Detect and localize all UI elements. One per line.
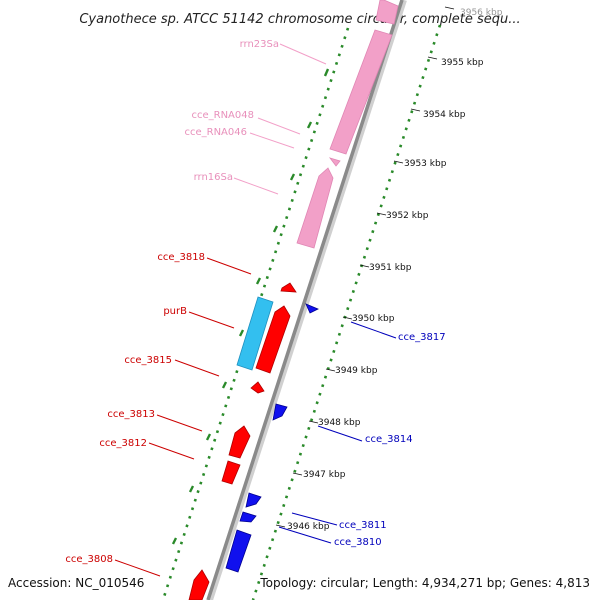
- outer-dotted-ring-left: [161, 27, 350, 600]
- map-title: Cyanothece sp. ATCC 51142 chromosome cir…: [79, 12, 520, 27]
- label-leader-cce-3818: [206, 257, 252, 275]
- accession-text: Accession: NC_010546: [8, 576, 144, 590]
- left-ring-tick: [238, 329, 245, 337]
- kbp-scale-labels: 3946 kbp 3947 kbp 3948 kbp 3949 kbp 3950…: [287, 8, 503, 532]
- rrna-feature-rrn16sa: [296, 167, 334, 249]
- gene-cce-3811: [245, 492, 262, 508]
- kbp-tick: [427, 56, 438, 60]
- left-gene-labels: rrn23Sa cce_RNA048 cce_RNA046 rrn16Sa cc…: [65, 39, 279, 565]
- kbp-label: 3951 kbp: [369, 263, 412, 273]
- gene-label-cce-3810: cce_3810: [334, 537, 382, 548]
- kbp-label: 3946 kbp: [287, 522, 330, 532]
- kbp-tick: [359, 264, 370, 268]
- label-leader-pur-b: [188, 311, 235, 329]
- gene-cce-3810: [239, 511, 257, 523]
- left-ring-tick: [272, 225, 279, 233]
- left-ring-tick: [306, 121, 313, 129]
- gene-label-pur-b: purB: [163, 306, 187, 317]
- kbp-label: 3953 kbp: [404, 159, 447, 169]
- label-leader-cce-3817: [350, 321, 397, 339]
- label-leader-cce-3815: [174, 359, 220, 377]
- gene-cce-3814: [272, 403, 288, 421]
- gene-label-cce-3812: cce_3812: [99, 438, 147, 449]
- kbp-label: 3948 kbp: [318, 418, 361, 428]
- gene-cce-3812: [221, 460, 241, 485]
- backbone-shadow: [207, 0, 407, 600]
- label-leader-cce-3811: [291, 512, 338, 526]
- label-leader-cce-rna046: [249, 132, 295, 149]
- label-leader-rrn16sa: [233, 177, 279, 195]
- kbp-tick: [444, 6, 455, 10]
- gene-label-cce-rna048: cce_RNA048: [191, 110, 254, 121]
- left-ring-tick: [221, 381, 228, 389]
- gene-label-cce-3813: cce_3813: [107, 409, 155, 420]
- gene-cce-3818: [280, 282, 297, 293]
- label-leader-cce-3814: [317, 425, 363, 442]
- gene-label-cce-rna046: cce_RNA046: [184, 127, 247, 138]
- left-ring-ticks: [171, 68, 330, 545]
- topology-text: Topology: circular; Length: 4,934,271 bp…: [259, 576, 590, 590]
- kbp-scale-ticks: [275, 6, 455, 528]
- left-ring-tick: [323, 68, 330, 77]
- gene-cce-3813: [228, 425, 251, 459]
- kbp-label: 3949 kbp: [335, 366, 378, 376]
- label-leader-cce-3810: [278, 526, 332, 544]
- kbp-tick: [342, 316, 353, 320]
- left-ring-tick: [171, 537, 178, 545]
- kbp-label: 3947 kbp: [303, 470, 346, 480]
- kbp-label: 3954 kbp: [423, 110, 466, 120]
- kbp-tick: [275, 524, 286, 528]
- gene-label-cce-3818: cce_3818: [157, 252, 205, 263]
- kbp-tick: [410, 108, 421, 112]
- label-leader-cce-rna048: [257, 117, 301, 135]
- kbp-label: 3956 kbp: [460, 8, 503, 18]
- left-ring-tick: [188, 485, 195, 493]
- gene-label-rrn23sa: rrn23Sa: [240, 39, 279, 50]
- rrna-features: [296, 0, 399, 249]
- forward-genes: [188, 282, 297, 600]
- gene-label-rrn16sa: rrn16Sa: [194, 172, 233, 183]
- chromosome-backbone: [206, 0, 404, 600]
- left-ring-tick: [289, 173, 296, 181]
- kbp-tick: [376, 212, 387, 216]
- label-leader-cce-3813: [156, 414, 203, 432]
- kbp-tick: [325, 368, 336, 372]
- left-ring-tick: [255, 277, 262, 285]
- gene-pur-b-highlight: [236, 296, 274, 371]
- reverse-genes: [225, 303, 319, 573]
- label-leader-cce-3812: [148, 442, 195, 460]
- gene-pur-b: [255, 305, 291, 374]
- gene-label-cce-3817: cce_3817: [398, 332, 446, 343]
- gene-cce-3809: [225, 529, 252, 573]
- rrna-feature-cce-rna048: [328, 157, 341, 167]
- kbp-label: 3955 kbp: [441, 58, 484, 68]
- gene-label-cce-3815: cce_3815: [124, 355, 172, 366]
- kbp-tick: [308, 420, 319, 424]
- left-label-leaders: [114, 43, 327, 577]
- right-label-leaders: [278, 321, 397, 544]
- gene-cce-3808: [188, 569, 210, 600]
- kbp-label: 3950 kbp: [352, 314, 395, 324]
- gene-label-cce-3808: cce_3808: [65, 554, 113, 565]
- rrna-feature-rrn23sa: [375, 0, 399, 25]
- kbp-tick: [292, 472, 303, 476]
- right-gene-labels: cce_3817 cce_3814 cce_3811 cce_3810: [334, 332, 446, 548]
- gene-label-cce-3811: cce_3811: [339, 520, 387, 531]
- gene-cce-3817: [305, 303, 319, 314]
- kbp-tick: [393, 160, 404, 164]
- left-ring-tick: [205, 433, 212, 441]
- kbp-label: 3952 kbp: [386, 211, 429, 221]
- gene-label-cce-3814: cce_3814: [365, 434, 413, 445]
- gene-cce-3815: [250, 381, 265, 394]
- label-leader-cce-3808: [114, 559, 161, 577]
- rrna-feature-rrn23sa-body: [329, 29, 393, 155]
- label-leader-rrn23sa: [279, 43, 327, 65]
- outer-dotted-ring-right: [251, 24, 442, 600]
